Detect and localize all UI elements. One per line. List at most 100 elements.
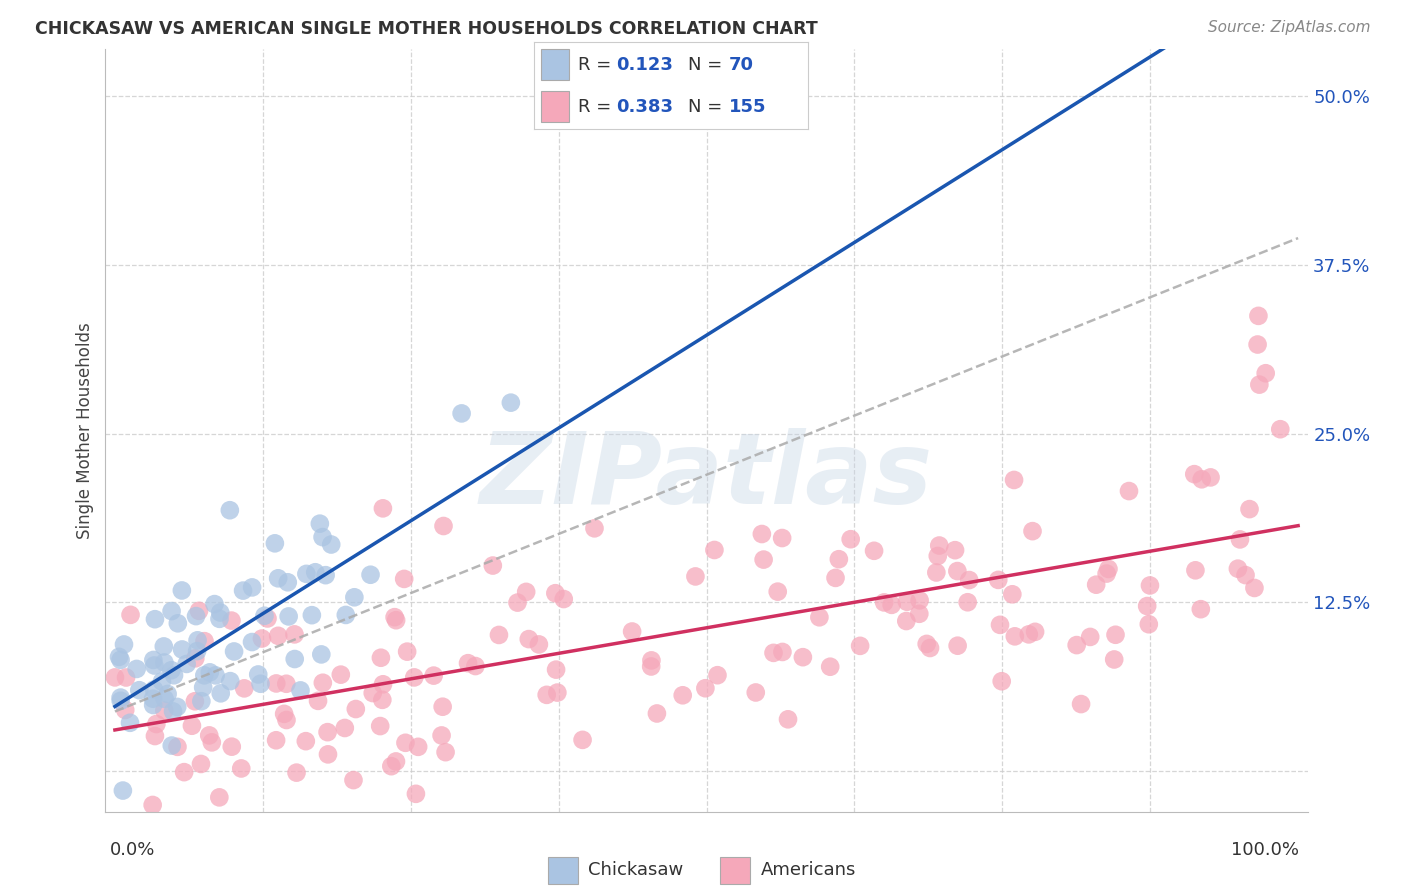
Point (918, 640, 941, 655)
Point (1102, 652, 1125, 666)
Text: N =: N = (688, 97, 728, 116)
Point (464, 659, 486, 673)
Point (384, 610, 406, 624)
Text: 155: 155 (728, 97, 766, 116)
Point (142, 653, 165, 667)
Point (312, 675, 335, 690)
Point (621, 624, 644, 639)
Point (277, 575, 299, 590)
Point (201, 735, 224, 749)
Point (361, 686, 384, 700)
Point (250, 632, 273, 646)
Point (1085, 577, 1108, 591)
Point (295, 734, 318, 748)
Point (166, 699, 188, 714)
Point (143, 658, 166, 673)
Point (160, 604, 183, 618)
Point (695, 681, 717, 696)
Point (405, 787, 427, 801)
Point (231, 762, 253, 776)
Point (108, 649, 131, 664)
Point (307, 694, 329, 708)
Text: 70: 70 (728, 55, 754, 74)
Point (863, 543, 886, 558)
Point (110, 653, 132, 667)
Point (873, 595, 896, 609)
Point (125, 662, 148, 676)
Point (264, 536, 287, 550)
Point (506, 596, 529, 610)
Point (371, 501, 394, 516)
Point (153, 640, 176, 654)
Point (308, 516, 330, 531)
Point (396, 645, 419, 659)
Point (160, 739, 183, 753)
Point (221, 614, 243, 628)
Point (166, 739, 188, 754)
Point (432, 519, 454, 533)
Point (142, 797, 165, 812)
Point (184, 609, 207, 624)
Point (1002, 473, 1025, 487)
Point (162, 705, 184, 719)
Point (371, 693, 394, 707)
Point (267, 629, 290, 643)
Point (645, 706, 668, 721)
Point (209, 686, 232, 700)
Point (221, 739, 243, 754)
Point (208, 790, 231, 805)
Point (118, 715, 141, 730)
Point (267, 571, 290, 585)
Point (153, 704, 176, 718)
Point (544, 586, 567, 600)
Point (818, 659, 841, 673)
Point (193, 634, 215, 648)
Point (515, 585, 537, 599)
Point (153, 656, 176, 670)
Point (153, 691, 176, 706)
Point (219, 674, 242, 689)
Point (232, 583, 254, 598)
Point (908, 593, 931, 607)
Point (1191, 472, 1213, 486)
Text: R =: R = (578, 55, 617, 74)
Point (115, 671, 138, 685)
Point (640, 653, 662, 667)
Point (253, 608, 276, 623)
Point (1001, 587, 1024, 601)
Point (752, 552, 775, 566)
Point (434, 745, 457, 759)
Point (925, 566, 948, 580)
Point (343, 591, 366, 605)
Text: 0.123: 0.123 (616, 55, 673, 74)
Y-axis label: Single Mother Households: Single Mother Households (76, 322, 94, 539)
Point (928, 539, 950, 553)
Point (187, 633, 209, 648)
Point (218, 503, 240, 517)
Point (295, 566, 318, 581)
Point (342, 773, 364, 788)
Text: 100.0%: 100.0% (1232, 841, 1299, 859)
Point (672, 688, 695, 702)
Point (404, 670, 426, 684)
Point (276, 713, 298, 727)
Point (222, 644, 245, 658)
Point (1137, 617, 1160, 632)
Text: ZIPatlas: ZIPatlas (479, 427, 934, 524)
Point (706, 668, 728, 682)
Point (112, 637, 135, 651)
Point (285, 765, 308, 780)
Point (908, 607, 931, 621)
Text: N =: N = (688, 55, 728, 74)
Point (1199, 470, 1222, 484)
Point (198, 665, 221, 680)
Point (1118, 484, 1140, 499)
Point (957, 573, 980, 587)
Point (370, 650, 392, 665)
FancyBboxPatch shape (541, 91, 568, 122)
Point (1229, 533, 1251, 547)
Point (527, 637, 550, 651)
Point (751, 527, 773, 541)
Point (128, 683, 150, 698)
Point (762, 646, 785, 660)
